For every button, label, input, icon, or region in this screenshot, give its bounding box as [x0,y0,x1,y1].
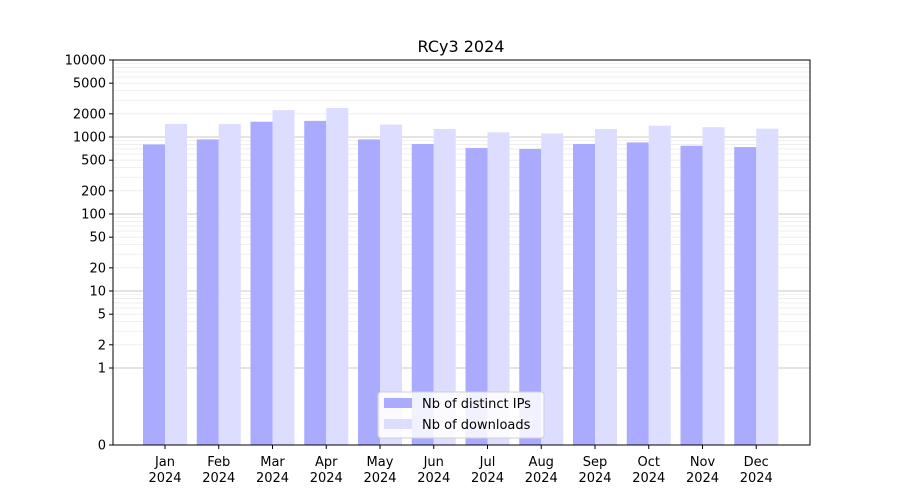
bar-downloads [433,129,456,445]
bar-downloads [702,127,725,446]
x-tick-label-month: Nov [690,455,716,470]
x-tick-label-year: 2024 [310,471,343,486]
bars [143,108,779,446]
x-tick-label-month: May [367,455,394,470]
y-tick-label: 2 [98,338,106,353]
y-tick-label: 2000 [73,107,106,122]
x-tick-label-year: 2024 [740,471,773,486]
x-tick-label-year: 2024 [256,471,289,486]
y-tick-label: 10 [89,285,106,300]
x-tick-label-year: 2024 [686,471,719,486]
x-tick-label-year: 2024 [148,471,181,486]
x-tick-label-year: 2024 [417,471,450,486]
x-tick-label-month: Oct [638,455,660,470]
bar-downloads [541,133,564,445]
y-tick-label: 1 [98,362,106,377]
y-tick-label: 20 [89,261,106,276]
y-tick-label: 500 [81,154,106,169]
x-tick-label-year: 2024 [632,471,665,486]
y-tick-label: 100 [81,208,106,223]
bar-downloads [648,125,671,445]
x-tick-label-year: 2024 [525,471,558,486]
x-tick-label-month: Sep [583,455,608,470]
x-tick-label-month: Aug [529,455,554,470]
bar-downloads [326,108,349,445]
bar-distinct-ips [411,144,434,446]
bar-distinct-ips [626,142,649,445]
y-tick-label: 10000 [65,54,106,69]
bar-distinct-ips [196,139,219,445]
x-tick-label-month: Jul [479,455,496,470]
bar-downloads [380,124,402,446]
x-tick-label-year: 2024 [202,471,235,486]
bar-downloads [218,123,241,446]
x-tick-label-month: Jun [423,455,444,470]
legend-swatch [384,398,412,408]
x-tick-label-year: 2024 [363,471,396,486]
bar-distinct-ips [250,121,273,446]
bar-downloads [487,132,510,445]
legend-box [377,391,545,439]
bar-distinct-ips [358,139,380,445]
x-tick-label-month: Feb [207,455,230,470]
bar-downloads [272,110,295,445]
chart-title: RCy3 2024 [418,37,505,56]
y-tick-label: 200 [81,184,106,199]
bar-distinct-ips [143,144,165,445]
bar-distinct-ips [304,120,327,445]
bar-distinct-ips [734,147,757,445]
y-tick-label: 0 [98,439,106,454]
x-tick-label-month: Apr [315,455,338,470]
legend-swatch [384,419,412,429]
y-tick-label: 1000 [73,131,106,146]
bar-distinct-ips [465,147,488,445]
legend-label: Nb of downloads [422,418,531,433]
bar-distinct-ips [680,145,703,445]
bar-downloads [595,129,617,445]
bar-downloads [165,123,187,446]
y-axis: 0 1 2 5 10 20 50 100 200 500 1000 2000 5000 10000 [65,54,113,454]
y-tick-label: 5 [98,308,106,323]
legend: Nb of distinct IPs Nb of downloads [377,391,545,439]
x-tick-label-month: Mar [260,455,285,470]
x-tick-label-month: Dec [744,455,769,470]
legend-label: Nb of distinct IPs [422,397,531,412]
x-tick-label-year: 2024 [578,471,611,486]
plot-frame [112,59,811,446]
bar-downloads [756,128,779,446]
y-tick-label: 5000 [73,77,106,92]
x-axis: Jan2024Feb2024Mar2024Apr2024May2024Jun20… [148,445,773,486]
x-tick-label-year: 2024 [471,471,504,486]
bar-distinct-ips [573,144,595,446]
bar-distinct-ips [519,148,542,446]
x-tick-label-month: Jan [154,455,175,470]
y-tick-label: 50 [89,231,106,246]
